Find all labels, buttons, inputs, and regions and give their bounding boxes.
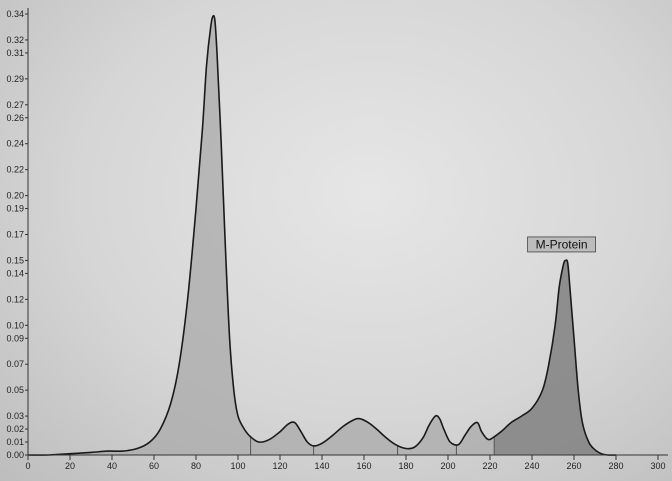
y-tick-label: 0.12 (6, 294, 24, 304)
y-tick-label: 0.10 (6, 320, 24, 330)
fraction-dividers (250, 15, 495, 455)
y-tick-label: 0.03 (6, 411, 24, 421)
y-tick-label: 0.24 (6, 139, 24, 149)
area-fill (28, 15, 616, 456)
x-tick-label: 20 (65, 461, 75, 471)
y-tick-label: 0.15 (6, 255, 24, 265)
y-tick-label: 0.07 (6, 359, 24, 369)
y-axis-ticks: 0.00 0.01 0.02 0.03 0.05 0.07 0.09 0.10 0.12 0.14… (6, 9, 28, 460)
x-tick-label: 200 (440, 461, 455, 471)
y-tick-label: 0.32 (6, 35, 24, 45)
y-tick-label: 0.17 (6, 230, 24, 240)
y-tick-label: 0.14 (6, 268, 24, 278)
x-axis-ticks: 0 20 40 60 80 100 120 140 160 180 200 220 240 260 280 3… (25, 455, 666, 471)
y-tick-label: 0.26 (6, 113, 24, 123)
series-lines (27, 14, 617, 456)
annotation-box (527, 236, 596, 253)
x-tick-label: 0 (25, 461, 30, 471)
y-tick-label: 0.01 (6, 437, 24, 447)
axes (27, 8, 668, 456)
y-tick-label: 0.34 (6, 9, 24, 19)
x-tick-label: 260 (566, 461, 581, 471)
y-tick-label: 0.27 (6, 100, 24, 110)
x-tick-label: 140 (314, 461, 329, 471)
x-tick-label: 220 (482, 461, 497, 471)
y-tick-label: 0.09 (6, 333, 24, 343)
y-tick-label: 0.22 (6, 165, 24, 175)
annotation-label: M-Protein (536, 237, 588, 251)
y-tick-label: 0.05 (6, 385, 24, 395)
y-tick-label: 0.20 (6, 191, 24, 201)
y-tick-label: 0.00 (6, 450, 24, 460)
y-tick-label: 0.02 (6, 424, 24, 434)
y-tick-label: 0.31 (6, 48, 24, 58)
x-tick-label: 60 (149, 461, 159, 471)
x-tick-label: 300 (650, 461, 665, 471)
x-tick-label: 240 (524, 461, 539, 471)
series-line (27, 14, 617, 456)
y-tick-label: 0.19 (6, 204, 24, 214)
x-tick-label: 80 (191, 461, 201, 471)
x-tick-label: 40 (107, 461, 117, 471)
area-fills (28, 15, 616, 456)
x-tick-label: 100 (230, 461, 245, 471)
x-tick-label: 120 (272, 461, 287, 471)
x-tick-label: 160 (356, 461, 371, 471)
x-tick-label: 180 (398, 461, 413, 471)
x-tick-label: 280 (608, 461, 623, 471)
m-protein-fill (494, 15, 616, 455)
annotations: M-Protein (527, 236, 596, 253)
y-tick-label: 0.29 (6, 74, 24, 84)
